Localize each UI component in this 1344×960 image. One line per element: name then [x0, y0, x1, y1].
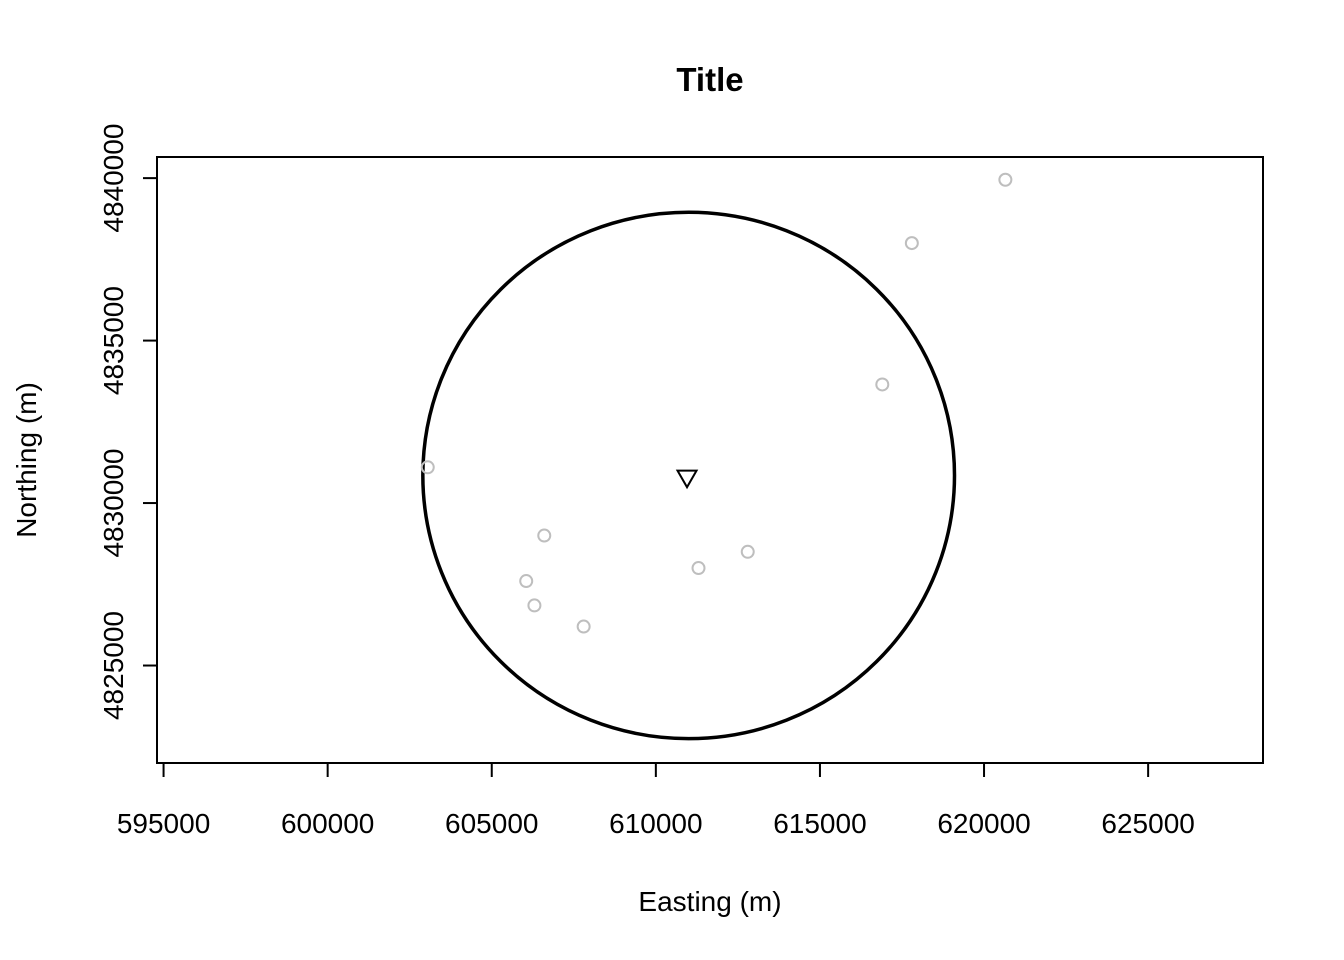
station-point	[527, 598, 542, 613]
station-point	[691, 561, 706, 576]
x-tick-label: 625000	[1101, 808, 1194, 839]
station-point	[420, 460, 435, 475]
x-tick-label: 610000	[609, 808, 702, 839]
station-point	[576, 619, 591, 634]
y-tick-label: 4830000	[98, 449, 129, 558]
y-tick-label: 4825000	[98, 611, 129, 720]
x-axis: 595000 600000 605000 610000 615000 620000 6250…	[117, 762, 1195, 839]
x-axis-title: Easting (m)	[638, 886, 781, 917]
station-point	[537, 528, 552, 543]
station-point	[519, 574, 534, 589]
station-point	[740, 544, 755, 559]
chart-title: Title	[676, 61, 743, 98]
center-marker	[675, 469, 699, 490]
y-axis-title: Northing (m)	[11, 382, 42, 538]
x-tick-label: 605000	[445, 808, 538, 839]
x-tick-label: 595000	[117, 808, 210, 839]
y-tick-label: 4840000	[98, 124, 129, 233]
station-point	[904, 236, 919, 251]
station-point	[875, 377, 890, 392]
plot-box	[156, 156, 1264, 764]
search-radius-circle	[421, 210, 957, 741]
station-point	[998, 172, 1013, 187]
data-layer	[420, 172, 1013, 741]
y-axis: 4825000 4830000 4835000 4840000	[98, 124, 158, 720]
x-tick-label: 615000	[773, 808, 866, 839]
x-tick-label: 600000	[281, 808, 374, 839]
y-tick-label: 4835000	[98, 286, 129, 395]
x-tick-label: 620000	[937, 808, 1030, 839]
